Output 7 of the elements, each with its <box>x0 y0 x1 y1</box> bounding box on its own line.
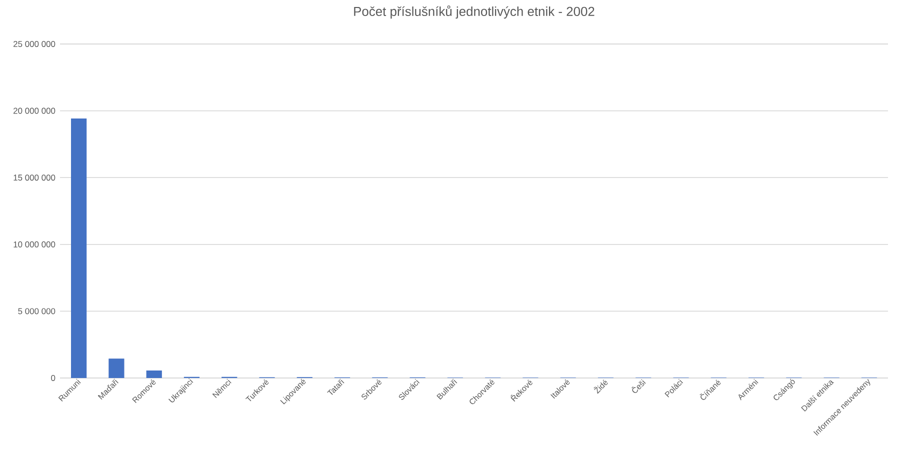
y-tick-label: 5 000 000 <box>18 308 56 314</box>
y-tick-label: 10 000 000 <box>14 241 56 248</box>
y-tick-label: 20 000 000 <box>14 108 56 114</box>
y-tick-label: 25 000 000 <box>14 41 56 47</box>
chart-title: Počet příslušníků jednotlivých etnik - 2002 <box>354 5 594 19</box>
y-tick-label: 15 000 000 <box>14 174 56 181</box>
y-tick-label: 0 <box>51 375 56 381</box>
